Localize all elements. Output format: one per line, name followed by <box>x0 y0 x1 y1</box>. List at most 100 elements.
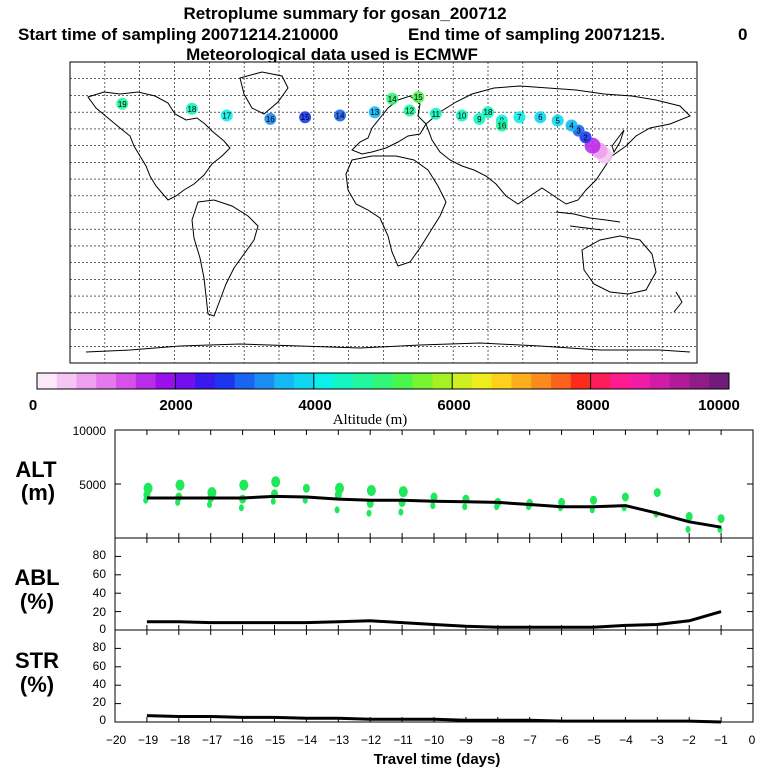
colorbar-cell <box>590 373 611 389</box>
colorbar-min-label: 0 <box>29 397 37 414</box>
time-series-panels <box>114 429 754 724</box>
alt-scatter-point <box>430 492 438 502</box>
plume-blob <box>551 114 564 127</box>
str-panel-unit: (%) <box>20 672 54 697</box>
coast-south-america <box>191 199 259 317</box>
x-axis-title: Travel time (days) <box>374 751 501 768</box>
alt-tick-label: 5000 <box>79 478 106 492</box>
plume-day-label: 4 <box>569 122 574 131</box>
colorbar-cell <box>214 373 236 389</box>
abl-tick-label: 80 <box>93 548 107 562</box>
plume-day-label: 17 <box>222 112 231 121</box>
alt-scatter-point <box>366 485 376 496</box>
alt-scatter-point <box>238 504 244 512</box>
colorbar-cell <box>96 373 117 389</box>
plume-day-label: 7 <box>517 113 522 122</box>
coast-australia <box>581 235 657 295</box>
colorbar-cell <box>313 373 334 389</box>
alt-tick-label: 10000 <box>73 424 107 438</box>
alt-scatter-point <box>302 483 310 493</box>
x-tick-label: −1 <box>714 733 728 747</box>
alt-scatter-point <box>590 495 597 505</box>
str-tick-label: 20 <box>93 695 107 709</box>
coast-africa <box>345 155 447 267</box>
colorbar-cell <box>630 373 651 389</box>
plume-blob <box>334 109 346 122</box>
plume-blob <box>299 111 312 124</box>
alt-scatter-point <box>239 479 249 491</box>
met-data-label: Meteorological data used is ECMWF <box>186 45 478 64</box>
alt-scatter-point <box>685 511 693 521</box>
plume-day-label: 5 <box>555 117 560 126</box>
colorbar-cell <box>294 373 315 389</box>
plume-day-label: 16 <box>497 122 506 131</box>
alt-scatter-point <box>398 508 404 516</box>
x-tick-labels: −20 −19 −18 −17 −16 −15 −14 −13 −12 −11 … <box>106 733 756 747</box>
x-tick-label: −18 <box>170 733 191 747</box>
plume-blob <box>386 92 399 105</box>
colorbar-cell <box>76 373 97 389</box>
alt-scatter-point <box>207 501 212 508</box>
plume-day-label: 15 <box>301 113 310 122</box>
series-line-alt <box>146 494 722 529</box>
colorbar-cell <box>254 373 275 389</box>
plume-blob <box>482 106 494 119</box>
coast-new-zealand <box>673 291 683 313</box>
plume-blob <box>513 111 526 124</box>
plume-day-label: 18 <box>484 108 493 117</box>
colorbar-cells <box>37 373 730 389</box>
alt-scatter-point <box>334 506 340 514</box>
alt-scatter-point <box>653 488 661 498</box>
colorbar-cell <box>491 373 512 389</box>
colorbar-cell <box>452 373 473 389</box>
x-tick-label: −16 <box>233 733 254 747</box>
alt-scatter-point <box>175 479 185 491</box>
alt-scatter-point <box>558 497 566 507</box>
colorbar-cell <box>373 373 394 389</box>
coast-indonesia <box>555 211 621 231</box>
x-tick-label: −7 <box>523 733 537 747</box>
alt-scatter <box>143 476 725 533</box>
plume-day-label: 11 <box>432 110 441 119</box>
axis-ticks <box>114 430 754 722</box>
colorbar-cell <box>511 373 532 389</box>
str-tick-label: 40 <box>93 677 107 691</box>
colorbar-cell <box>551 373 572 389</box>
altitude-colorbar: 0 2000 4000 6000 8000 10000 Altitude (m) <box>29 372 740 428</box>
plume-blob <box>368 106 381 119</box>
plume-day-label: 16 <box>266 115 275 124</box>
abl-panel-unit: (%) <box>20 589 54 614</box>
alt-scatter-point <box>717 514 725 524</box>
str-panel-frame <box>114 629 754 723</box>
plume-day-label: 18 <box>187 105 196 114</box>
alt-scatter-point <box>685 525 691 533</box>
coastlines <box>85 71 691 353</box>
alt-scatter-point <box>335 482 344 494</box>
plume-blob <box>495 119 508 132</box>
x-tick-label: −11 <box>393 733 413 747</box>
colorbar-cell <box>195 373 216 389</box>
x-tick-label: −9 <box>459 733 473 747</box>
colorbar-cell <box>175 373 196 389</box>
colorbar-cell <box>689 373 710 389</box>
x-tick-label: 0 <box>749 733 756 747</box>
abl-panel-label: ABL <box>14 565 59 590</box>
x-tick-label: −15 <box>265 733 286 747</box>
figure-title: Retroplume summary for gosan_200712 <box>183 4 506 23</box>
str-panel-label: STR <box>15 648 59 673</box>
plume-day-label: 6 <box>538 113 543 122</box>
plume-day-label: 13 <box>370 108 379 117</box>
x-tick-label: −5 <box>587 733 601 747</box>
plume-day-label: 15 <box>414 93 423 102</box>
world-map: 234567891011121314151617181915141816 <box>69 61 698 364</box>
abl-tick-label: 60 <box>93 567 107 581</box>
abl-tick-label: 20 <box>93 605 107 619</box>
plume-day-label: 14 <box>388 95 397 104</box>
alt-scatter-point <box>270 497 276 505</box>
plume-blob <box>185 102 198 115</box>
colorbar-frame <box>36 372 730 390</box>
x-tick-label: −14 <box>297 733 318 747</box>
x-tick-label: −17 <box>202 733 223 747</box>
end-time-label: End time of sampling 20071215. <box>408 25 665 44</box>
colorbar-cell <box>531 373 552 389</box>
